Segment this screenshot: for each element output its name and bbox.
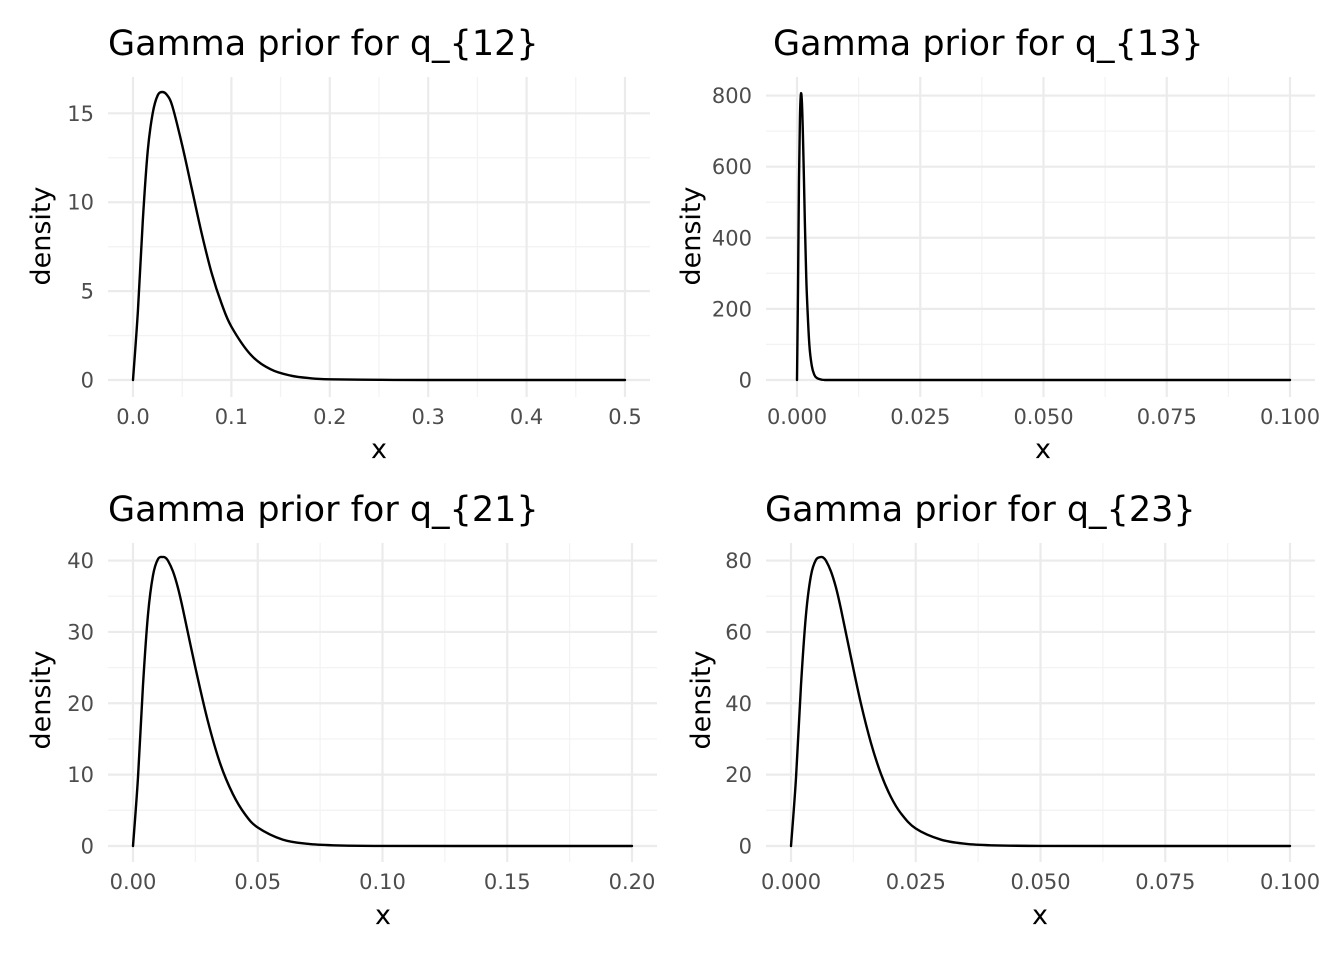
x-tick-label: 0.075: [1135, 870, 1195, 894]
y-tick-label: 40: [725, 692, 752, 716]
x-tick-label: 0.100: [1260, 870, 1320, 894]
x-tick-label: 0.025: [886, 870, 946, 894]
x-axis-title: x: [1035, 434, 1051, 465]
x-tick-label: 0.2: [313, 405, 346, 429]
x-tick-label: 0.100: [1260, 405, 1320, 429]
density-curve: [795, 92, 1292, 382]
x-tick-label: 0.05: [234, 870, 281, 894]
x-tick-label: 0.5: [608, 405, 641, 429]
x-tick-label: 0.00: [110, 870, 157, 894]
y-axis-title: density: [686, 650, 717, 749]
y-tick-label: 15: [67, 102, 94, 126]
y-tick-label: 20: [67, 692, 94, 716]
y-tick-label: 10: [67, 763, 94, 787]
y-tick-label: 5: [81, 280, 94, 304]
y-tick-label: 200: [712, 297, 752, 321]
panel-title: Gamma prior for q_{12}: [108, 24, 539, 64]
x-tick-label: 0.0: [116, 405, 149, 429]
x-axis-title: x: [1032, 900, 1048, 931]
panel-title: Gamma prior for q_{13}: [773, 24, 1204, 64]
panel-q23: Gamma prior for q_{23} density x 0.000 0.…: [686, 490, 1320, 931]
x-tick-label: 0.20: [609, 870, 656, 894]
panel-title: Gamma prior for q_{21}: [108, 490, 539, 530]
y-axis-title: density: [26, 186, 57, 285]
x-axis-title: x: [375, 900, 391, 931]
x-tick-label: 0.050: [1013, 405, 1073, 429]
panel-q21: Gamma prior for q_{21} density x 0.00 0.0…: [26, 490, 657, 931]
x-axis-title: x: [371, 434, 387, 465]
y-axis-title: density: [26, 650, 57, 749]
y-tick-label: 0: [739, 835, 752, 859]
x-tick-label: 0.1: [215, 405, 248, 429]
y-tick-label: 800: [712, 84, 752, 108]
x-tick-label: 0.000: [767, 405, 827, 429]
density-curve: [789, 555, 1292, 848]
y-tick-label: 0: [81, 369, 94, 393]
y-tick-label: 600: [712, 155, 752, 179]
panel-q12: Gamma prior for q_{12} density x 0.0 0.1 0…: [26, 24, 650, 465]
y-axis-title: density: [676, 186, 707, 285]
x-tick-label: 0.000: [761, 870, 821, 894]
y-tick-label: 0: [739, 369, 752, 393]
x-tick-label: 0.3: [411, 405, 444, 429]
y-tick-label: 10: [67, 191, 94, 215]
density-curve: [131, 555, 634, 848]
y-tick-label: 40: [67, 549, 94, 573]
y-tick-label: 20: [725, 763, 752, 787]
y-tick-label: 400: [712, 226, 752, 250]
x-tick-label: 0.10: [359, 870, 406, 894]
x-tick-label: 0.050: [1010, 870, 1070, 894]
x-tick-label: 0.075: [1137, 405, 1197, 429]
x-tick-label: 0.15: [484, 870, 531, 894]
y-tick-label: 0: [81, 835, 94, 859]
y-tick-label: 30: [67, 620, 94, 644]
y-tick-label: 60: [725, 620, 752, 644]
panel-q13: Gamma prior for q_{13} density x 0.000 0.…: [676, 24, 1320, 465]
y-tick-label: 80: [725, 549, 752, 573]
x-tick-label: 0.025: [890, 405, 950, 429]
panel-title: Gamma prior for q_{23}: [765, 490, 1196, 530]
x-tick-label: 0.4: [510, 405, 543, 429]
density-curve: [131, 90, 627, 382]
